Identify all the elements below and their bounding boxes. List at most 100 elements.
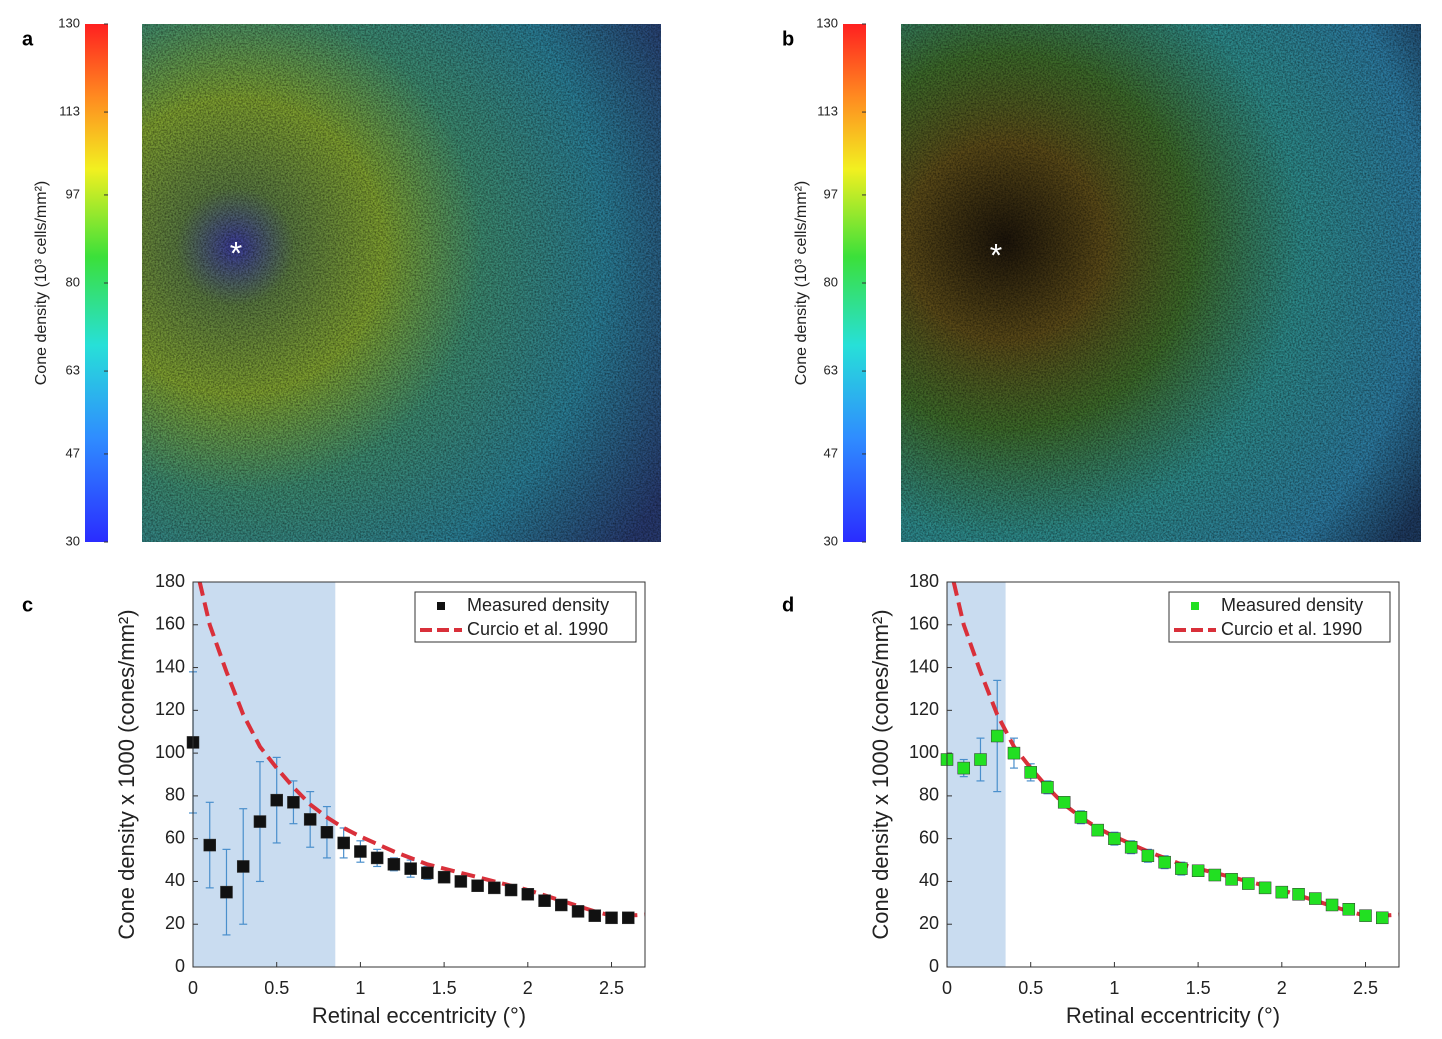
legend-box [1168,591,1391,643]
data-point [1258,881,1272,895]
data-point [471,879,484,892]
data-point [437,870,451,884]
data-point [1359,909,1372,922]
panel-label: b [782,28,794,50]
y-tick-label: 20 [919,913,939,933]
shaded-region [947,582,1006,967]
data-point [370,851,384,865]
colorbar [843,24,866,542]
data-point [236,860,250,873]
y-tick-label: 160 [155,614,185,634]
y-tick-label: 0 [175,956,185,976]
x-axis-label: Retinal eccentricity (°) [312,1003,526,1028]
data-point [1091,823,1104,837]
x-tick-label: 2.5 [1353,978,1378,998]
data-point [270,793,283,807]
data-point [1007,746,1021,760]
y-axis-label: Cone density x 1000 (cones/mm²) [868,609,893,939]
data-point [1158,855,1171,869]
legend-marker [1191,602,1199,610]
panel-label: d [782,594,794,616]
colorbar-tick-label: 130 [816,15,838,30]
legend-label: Curcio et al. 1990 [467,619,608,639]
data-point [504,883,518,897]
data-point [220,885,233,899]
data-point [588,909,602,922]
y-tick-label: 120 [155,699,185,719]
data-point [1024,766,1037,779]
data-point [1191,864,1205,877]
colorbar-tick-label: 97 [824,186,838,201]
data-point [320,826,334,839]
y-axis-label: Cone density x 1000 (cones/mm²) [114,609,139,939]
data-point [454,875,468,888]
fovea-marker: * [230,235,242,271]
texture [142,24,661,542]
x-tick-label: 0.5 [1018,978,1043,998]
legend-label: Curcio et al. 1990 [1221,619,1362,639]
colorbar-tick-label: 113 [59,103,80,118]
colorbar-tick-label: 113 [817,103,838,118]
y-tick-label: 140 [155,656,185,676]
y-tick-label: 160 [909,614,939,634]
data-point [538,894,551,907]
data-point [605,911,618,925]
data-point [1208,868,1222,882]
y-tick-label: 120 [909,699,939,719]
y-tick-label: 0 [929,956,939,976]
y-tick-label: 180 [909,571,939,591]
colorbar-tick-label: 30 [66,533,80,548]
axes-frame [946,581,1400,968]
y-tick-label: 80 [165,785,185,805]
legend-label: Measured density [467,595,609,615]
x-tick-label: 1 [1109,978,1119,998]
data-point [571,905,585,918]
data-point [1041,781,1054,794]
x-tick-label: 2 [523,978,533,998]
legend-box [414,591,637,643]
y-tick-label: 60 [165,827,185,847]
data-point [203,838,216,852]
colorbar-tick-label: 80 [66,274,80,289]
data-point [974,753,987,766]
y-tick-label: 100 [155,742,185,762]
data-point [957,761,970,775]
x-tick-label: 1.5 [1186,978,1211,998]
data-point [1225,873,1238,886]
legend-marker [437,602,445,610]
axes-frame [192,581,646,968]
x-tick-label: 1.5 [432,978,457,998]
colorbar [85,24,108,542]
colorbar-label: Cone density (10³ cells/mm²) [793,181,810,386]
x-tick-label: 2.5 [599,978,624,998]
y-tick-label: 60 [919,827,939,847]
data-point [1292,888,1305,901]
data-point [1057,796,1071,809]
data-point [404,862,417,875]
colorbar-tick-label: 47 [66,445,80,460]
colorbar-tick-label: 80 [824,274,838,289]
data-point [1175,862,1188,875]
x-axis-label: Retinal eccentricity (°) [1066,1003,1280,1028]
colorbar-tick-label: 130 [58,15,80,30]
data-point [253,815,267,828]
data-point [521,888,535,901]
data-point [1242,877,1255,890]
colorbar-tick-label: 47 [824,445,838,460]
y-tick-label: 140 [909,656,939,676]
colorbar-tick-label: 97 [66,186,80,201]
data-point [421,866,434,880]
data-point [1325,898,1339,912]
data-point [303,813,317,826]
data-point [488,881,501,895]
data-point [1124,840,1138,854]
data-point [622,911,635,925]
data-point [1309,892,1322,905]
data-point [1108,832,1121,845]
data-point [337,836,350,850]
y-tick-label: 80 [919,785,939,805]
colorbar-tick-label: 63 [66,362,80,377]
data-point [990,729,1004,743]
y-tick-label: 180 [155,571,185,591]
